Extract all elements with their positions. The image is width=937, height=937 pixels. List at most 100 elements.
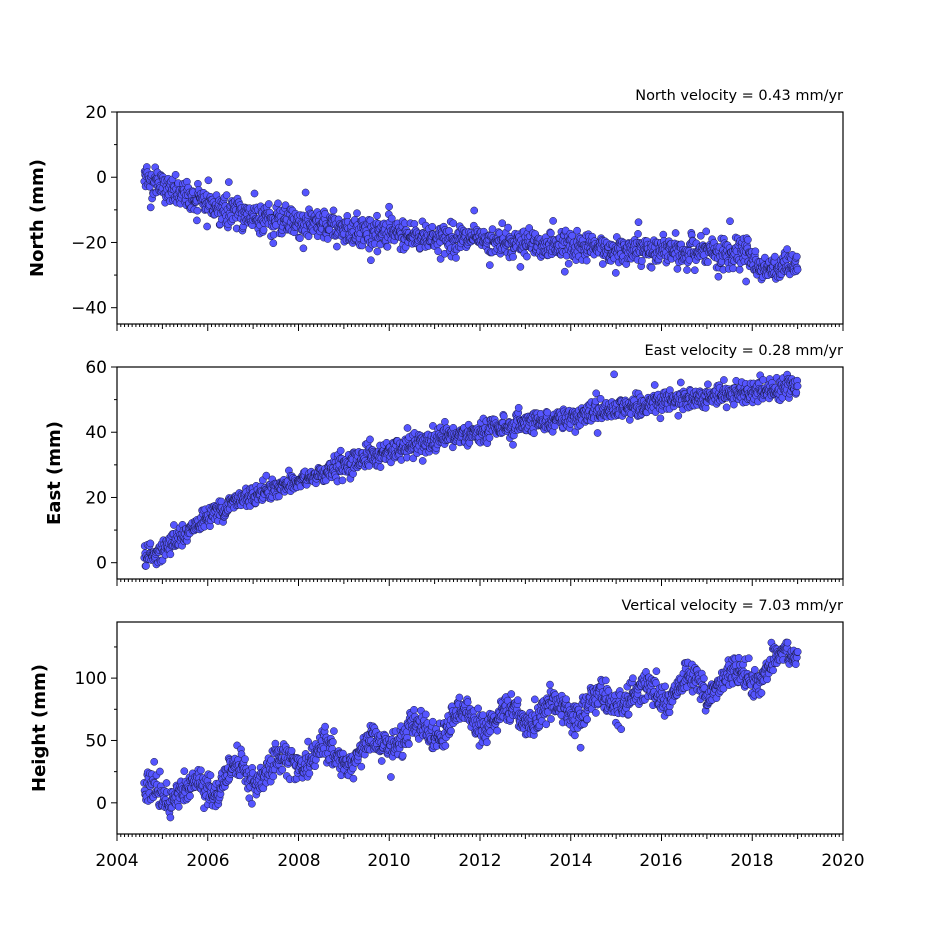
north-data-point bbox=[702, 227, 711, 236]
north-data-point bbox=[547, 229, 555, 238]
height-data-point bbox=[571, 731, 579, 740]
height-data-point bbox=[447, 727, 455, 735]
east-data-point bbox=[514, 403, 523, 412]
north-data-point bbox=[383, 242, 392, 251]
east-data-point bbox=[759, 376, 768, 384]
height-data-point bbox=[206, 771, 215, 780]
height-data-point bbox=[562, 695, 570, 704]
north-data-point bbox=[353, 209, 361, 218]
height-data-point bbox=[474, 704, 482, 713]
height-data-point bbox=[278, 765, 287, 774]
height-data-point bbox=[428, 717, 437, 726]
height-data-point bbox=[791, 660, 800, 669]
north-y-tick-label: −20 bbox=[71, 233, 107, 253]
east-y-tick-label: 60 bbox=[85, 358, 107, 378]
north-data-point bbox=[373, 247, 382, 256]
height-data-point bbox=[629, 674, 637, 683]
height-data-point bbox=[321, 722, 329, 731]
north-data-point bbox=[485, 261, 494, 269]
north-velocity-annotation: North velocity = 0.43 mm/yr bbox=[635, 88, 843, 104]
north-data-point bbox=[671, 229, 680, 237]
height-data-point bbox=[329, 738, 337, 746]
north-y-tick-label: 0 bbox=[96, 168, 107, 188]
north-x-ticks bbox=[116, 324, 844, 331]
height-data-point bbox=[583, 715, 591, 724]
east-data-point bbox=[543, 408, 552, 417]
north-panel: 200−20−40 North (mm) North velocity = 0.… bbox=[27, 88, 844, 331]
north-y-ticks: 200−20−40 bbox=[71, 103, 117, 319]
north-data-point bbox=[193, 206, 202, 215]
east-data-point bbox=[530, 429, 538, 438]
height-data-point bbox=[405, 740, 413, 748]
height-data-point bbox=[744, 654, 753, 663]
height-data-point bbox=[769, 666, 777, 675]
east-data-point bbox=[403, 424, 412, 432]
height-data-point bbox=[530, 695, 539, 704]
east-data-point bbox=[704, 380, 712, 389]
height-data-point bbox=[349, 774, 358, 783]
height-data-point bbox=[734, 653, 743, 662]
north-y-axis-label: North (mm) bbox=[27, 159, 48, 277]
east-data-point bbox=[166, 550, 175, 559]
height-data-point bbox=[387, 773, 395, 781]
east-y-axis-label: East (mm) bbox=[44, 421, 65, 525]
east-data-point bbox=[793, 382, 802, 390]
north-data-point bbox=[299, 244, 308, 253]
east-scatter-points bbox=[140, 370, 802, 570]
north-data-point bbox=[714, 272, 723, 281]
height-data-point bbox=[421, 710, 430, 719]
east-data-point bbox=[338, 476, 347, 485]
east-y-tick-label: 20 bbox=[85, 488, 107, 508]
east-y-ticks: 60 40 20 0 bbox=[85, 358, 117, 574]
height-data-point bbox=[398, 751, 407, 760]
north-data-point bbox=[171, 170, 180, 179]
north-data-point bbox=[269, 239, 278, 248]
height-data-point bbox=[156, 767, 164, 776]
north-data-point bbox=[683, 266, 691, 274]
north-data-point bbox=[264, 200, 273, 208]
north-data-point bbox=[638, 257, 646, 265]
east-data-point bbox=[722, 403, 731, 412]
north-data-point bbox=[516, 263, 525, 271]
east-y-tick-label: 0 bbox=[96, 554, 107, 574]
height-data-point bbox=[441, 741, 450, 750]
north-data-point bbox=[735, 265, 744, 274]
height-data-point bbox=[377, 757, 386, 765]
north-data-point bbox=[410, 220, 419, 228]
north-data-point bbox=[193, 216, 201, 225]
east-data-point bbox=[676, 378, 685, 387]
height-data-point bbox=[700, 674, 708, 683]
height-data-point bbox=[617, 725, 626, 734]
height-y-tick-label: 100 bbox=[75, 669, 107, 689]
east-data-point bbox=[656, 414, 665, 423]
east-data-point bbox=[509, 440, 517, 449]
height-data-point bbox=[241, 755, 249, 763]
height-scatter-points bbox=[140, 638, 802, 822]
north-data-point bbox=[509, 253, 517, 261]
east-data-point bbox=[499, 412, 508, 421]
north-data-point bbox=[428, 222, 437, 231]
height-data-point bbox=[248, 799, 256, 808]
north-scatter-points bbox=[140, 163, 802, 286]
north-data-point bbox=[323, 235, 332, 243]
height-data-point bbox=[783, 638, 792, 647]
north-data-point bbox=[146, 203, 155, 212]
height-data-point bbox=[455, 693, 464, 702]
north-data-point bbox=[744, 235, 752, 244]
east-y-tick-label: 40 bbox=[85, 423, 107, 443]
north-data-point bbox=[434, 247, 442, 256]
north-data-point bbox=[203, 222, 211, 231]
north-data-point bbox=[611, 269, 620, 277]
north-data-point bbox=[523, 252, 531, 261]
north-data-point bbox=[549, 217, 557, 225]
north-data-point bbox=[296, 234, 304, 243]
north-y-tick-label: 20 bbox=[85, 103, 107, 123]
north-data-point bbox=[783, 245, 791, 253]
north-data-point bbox=[301, 188, 310, 197]
height-data-point bbox=[546, 680, 554, 689]
east-data-point bbox=[485, 433, 494, 442]
north-data-point bbox=[470, 206, 479, 215]
